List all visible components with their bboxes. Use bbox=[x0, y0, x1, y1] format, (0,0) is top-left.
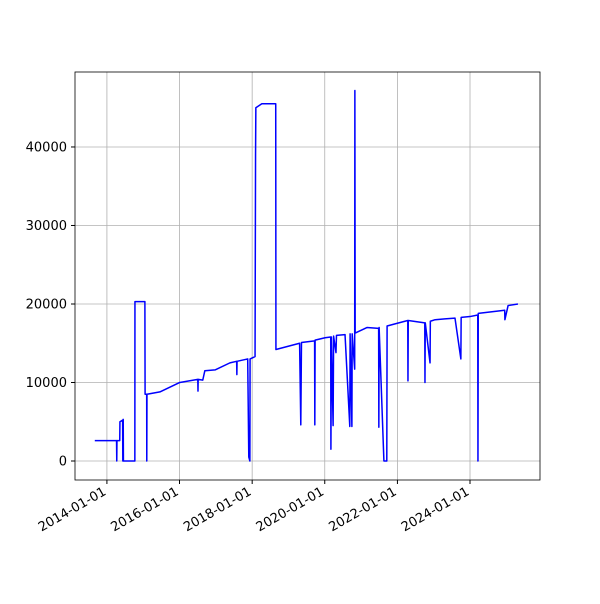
y-tick-label: 0 bbox=[59, 455, 67, 470]
y-tick-label: 30000 bbox=[26, 219, 67, 234]
y-tick-label: 20000 bbox=[26, 297, 67, 312]
plot-frame bbox=[74, 71, 541, 481]
y-tick-label: 10000 bbox=[26, 376, 67, 391]
y-tick-label: 40000 bbox=[26, 140, 67, 155]
line-series bbox=[94, 89, 519, 462]
